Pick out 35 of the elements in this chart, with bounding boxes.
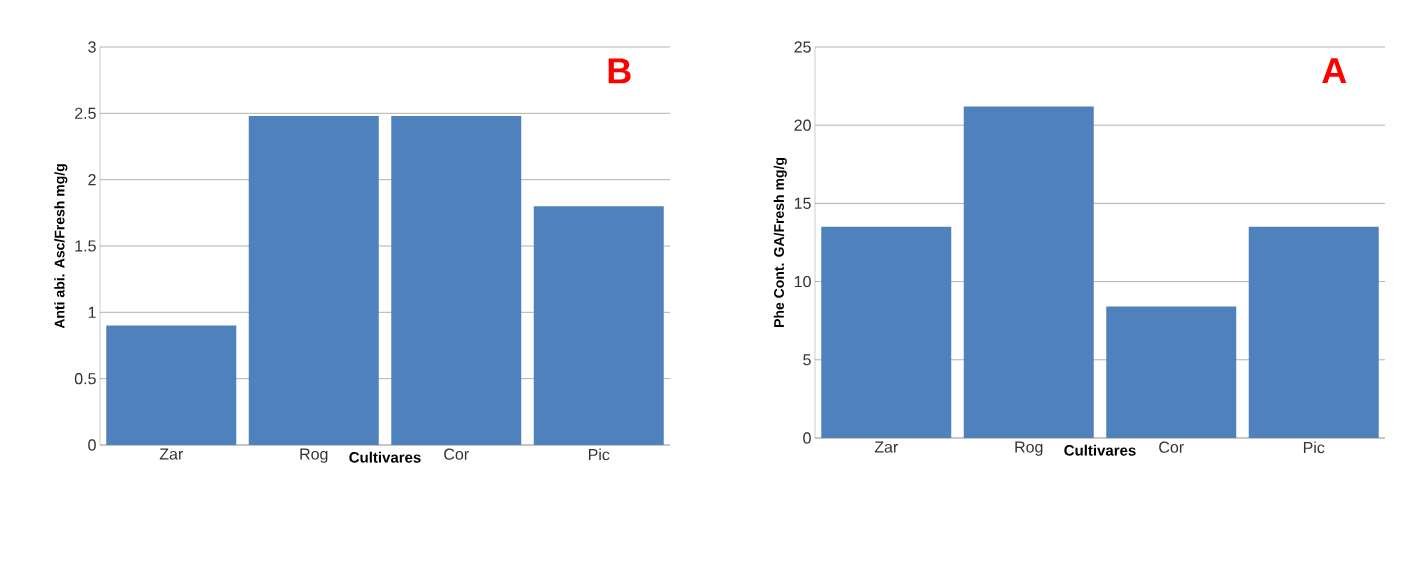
y-tick-label: 25 — [794, 41, 811, 53]
bar — [391, 115, 522, 445]
bar — [106, 325, 237, 445]
y-tick-label: 0 — [803, 432, 811, 444]
x-tick-label: Rog — [1015, 441, 1043, 456]
x-tick-label: Rog — [300, 448, 328, 463]
bar — [248, 115, 379, 445]
bar — [1106, 306, 1237, 438]
y-axis-title: Anti abi. Asc/Fresh mg/g — [54, 164, 68, 329]
x-tick-label: Pic — [1303, 441, 1325, 454]
y-tick-label: 0.5 — [74, 372, 96, 385]
annotation: B — [608, 58, 631, 84]
x-tick-label: Zar — [874, 441, 898, 453]
y-tick-label: 2.5 — [75, 107, 96, 119]
bar — [1248, 226, 1379, 438]
x-tick-label: Pic — [588, 448, 610, 461]
x-tick-label: Cor — [1159, 441, 1184, 453]
y-tick-label: 5 — [803, 354, 811, 366]
y-axis-title: Phe Cont. GA/Fresh mg/g — [773, 157, 787, 327]
x-tick-label: Zar — [159, 448, 183, 460]
annotation: A — [1322, 58, 1347, 84]
y-tick-label: 20 — [794, 119, 811, 131]
y-tick-label: 3 — [88, 41, 96, 53]
y-tick-label: 15 — [794, 197, 811, 209]
bar — [963, 106, 1094, 438]
y-tick-label: 2 — [88, 174, 96, 186]
bar — [533, 206, 664, 445]
x-axis-title: Cultivares — [1064, 444, 1136, 456]
bar — [821, 226, 952, 438]
y-tick-label: 10 — [794, 275, 811, 288]
y-tick-label: 1.5 — [75, 240, 96, 252]
y-tick-label: 0 — [88, 439, 96, 451]
x-tick-label: Cor — [444, 448, 469, 460]
x-axis-title: Cultivares — [349, 451, 421, 463]
y-tick-label: 1 — [88, 306, 96, 318]
